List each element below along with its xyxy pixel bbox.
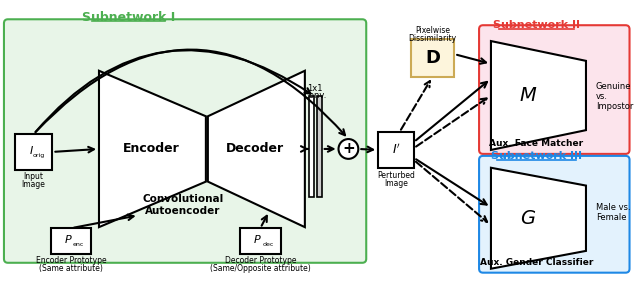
FancyBboxPatch shape (378, 132, 413, 168)
Text: Image: Image (384, 179, 408, 188)
Text: Subnetwork III: Subnetwork III (491, 151, 582, 161)
Text: Input: Input (24, 172, 44, 181)
FancyBboxPatch shape (479, 25, 630, 154)
Text: Subnetwork I: Subnetwork I (82, 11, 175, 24)
Text: orig: orig (33, 154, 45, 158)
Text: Perturbed: Perturbed (377, 171, 415, 180)
Polygon shape (208, 71, 305, 227)
Text: Autoencoder: Autoencoder (145, 206, 221, 216)
FancyBboxPatch shape (15, 134, 52, 170)
Text: (Same/Opposite attribute): (Same/Opposite attribute) (210, 264, 310, 273)
Text: +: + (342, 141, 355, 156)
Text: Encoder: Encoder (123, 143, 180, 156)
Text: Conv.: Conv. (303, 91, 326, 100)
Text: D: D (425, 49, 440, 67)
Circle shape (339, 139, 358, 159)
Text: Dissimilarity: Dissimilarity (408, 34, 456, 43)
Text: Male vs.
Female: Male vs. Female (596, 202, 630, 222)
FancyBboxPatch shape (317, 96, 322, 198)
Polygon shape (491, 41, 586, 150)
Text: Aux. Face Matcher: Aux. Face Matcher (490, 139, 584, 149)
Text: dec: dec (262, 242, 274, 247)
Text: Decoder: Decoder (227, 143, 284, 156)
Text: $P$: $P$ (253, 233, 262, 245)
Text: $I$: $I$ (29, 144, 34, 156)
Text: $\mathbf{\mathit{M}}$: $\mathbf{\mathit{M}}$ (520, 86, 538, 105)
Text: enc: enc (72, 242, 84, 247)
FancyBboxPatch shape (479, 156, 630, 273)
Text: Image: Image (22, 180, 45, 189)
Text: Genuine
vs.
Impostor: Genuine vs. Impostor (596, 82, 633, 111)
Text: $P$: $P$ (64, 233, 73, 245)
Text: Convolutional: Convolutional (143, 194, 224, 204)
Text: Encoder Prototype: Encoder Prototype (36, 256, 107, 265)
Text: (Same attribute): (Same attribute) (39, 264, 103, 273)
FancyBboxPatch shape (51, 228, 91, 254)
Polygon shape (99, 71, 206, 227)
Text: $\mathbf{\mathit{G}}$: $\mathbf{\mathit{G}}$ (520, 209, 536, 228)
Text: Pixelwise: Pixelwise (415, 26, 450, 35)
FancyBboxPatch shape (239, 228, 281, 254)
FancyBboxPatch shape (4, 19, 366, 263)
Text: Subnetwork II: Subnetwork II (493, 20, 580, 30)
Text: Decoder Prototype: Decoder Prototype (225, 256, 296, 265)
FancyBboxPatch shape (411, 39, 454, 77)
Polygon shape (491, 168, 586, 269)
FancyBboxPatch shape (309, 96, 314, 198)
Text: 1x1: 1x1 (307, 84, 323, 93)
Text: $I'$: $I'$ (392, 143, 401, 157)
Text: Aux. Gender Classifier: Aux. Gender Classifier (480, 258, 593, 267)
